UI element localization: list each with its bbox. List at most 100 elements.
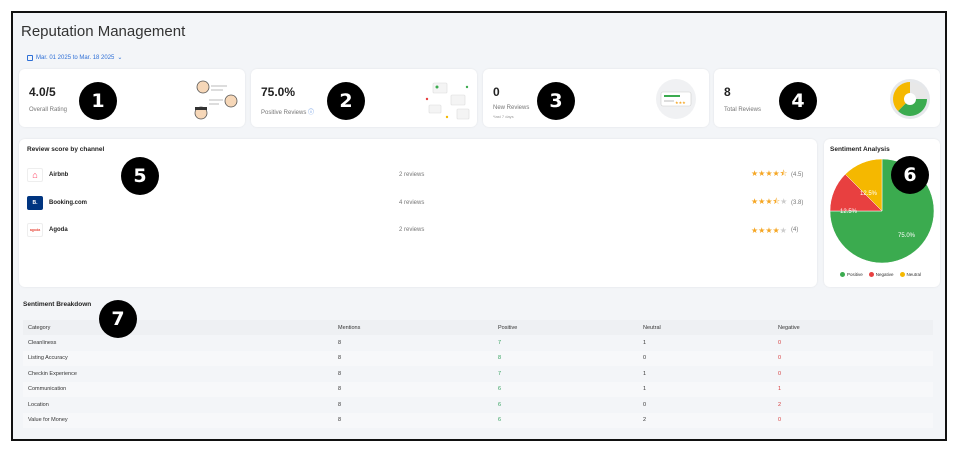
table-row: Checkin Experience 8 7 1 0 <box>23 366 933 382</box>
section-title: Review score by channel <box>27 146 105 153</box>
channel-name: Agoda <box>49 227 68 233</box>
cell-mentions: 8 <box>338 370 342 377</box>
cell-positive: 8 <box>493 350 638 366</box>
new-reviews-illustration-icon: ★★★ <box>656 79 696 119</box>
cell-mentions: 8 <box>333 381 493 397</box>
cell-category: Listing Accuracy <box>23 350 333 366</box>
agoda-logo-icon: agoda <box>27 223 43 237</box>
kpi-label: Total Reviews <box>724 107 762 113</box>
channel-row-booking[interactable]: B. Booking.com 4 reviews ★★★⯪★ (3.8) <box>27 195 807 211</box>
section-title: Sentiment Breakdown <box>23 301 92 308</box>
cell-positive: 6 <box>493 381 638 397</box>
cell-neutral: 1 <box>643 370 647 377</box>
pie-label-positive: 75.0% <box>898 233 916 239</box>
channel-review-count: 4 reviews <box>399 200 425 206</box>
calendar-icon <box>27 54 33 61</box>
channel-name: Airbnb <box>49 172 69 178</box>
booking-logo-icon: B. <box>27 196 43 210</box>
cell-negative: 0 <box>773 350 933 366</box>
cell-neutral: 2 <box>638 412 773 428</box>
star-rating: ★★★★★ <box>751 225 787 235</box>
pie-slice-neutral <box>844 158 883 212</box>
legend-item-positive[interactable]: Positive <box>840 272 863 278</box>
dashboard-frame: Reputation Management Mar. 01 2025 to Ma… <box>11 11 947 441</box>
positive-reviews-illustration-icon <box>425 82 470 120</box>
cell-mentions: 8 <box>338 401 342 408</box>
channel-rating: (4) <box>791 227 799 233</box>
kpi-value: 8 <box>724 85 731 99</box>
channel-row-airbnb[interactable]: ⌂ Airbnb 2 reviews ★★★★⯪ (4.5) <box>27 167 807 183</box>
cell-negative: 0 <box>778 339 782 346</box>
info-icon[interactable]: ⓘ <box>308 110 315 116</box>
channel-rating: (3.8) <box>791 200 804 206</box>
cell-category: Checkin Experience <box>28 370 77 377</box>
cell-negative: 2 <box>778 401 782 408</box>
column-header: Mentions <box>333 320 493 335</box>
cell-neutral: 1 <box>643 339 647 346</box>
channel-name: Booking.com <box>49 200 88 206</box>
cell-category: Communication <box>23 381 333 397</box>
cell-positive: 6 <box>498 401 502 408</box>
cell-category: Cleanliness <box>28 339 57 346</box>
table-header-row: Category Mentions Positive Neutral Negat… <box>23 320 933 335</box>
reviewers-illustration-icon <box>194 80 238 120</box>
cell-positive: 7 <box>498 370 502 377</box>
kpi-value: 4.0/5 <box>29 85 56 99</box>
cell-neutral: 0 <box>638 350 773 366</box>
kpi-label: New Reviews <box>493 105 530 111</box>
pie-label-neutral: 12.5% <box>860 191 878 197</box>
star-rating: ★★★★⯪ <box>751 169 788 178</box>
cell-mentions: 8 <box>338 339 342 346</box>
sentiment-breakdown-table: Category Mentions Positive Neutral Negat… <box>23 320 933 428</box>
annotation-badge-7: 7 <box>99 300 137 338</box>
annotation-badge-2: 2 <box>327 82 365 120</box>
annotation-badge-6: 6 <box>891 156 929 194</box>
cell-category: Location <box>28 401 49 408</box>
chevron-down-icon: ⌄ <box>117 55 123 61</box>
annotation-badge-3: 3 <box>537 82 575 120</box>
cell-neutral: 1 <box>638 381 773 397</box>
cell-mentions: 8 <box>333 412 493 428</box>
cell-neutral: 0 <box>643 401 647 408</box>
cell-mentions: 8 <box>333 350 493 366</box>
legend-item-negative[interactable]: Negative <box>868 272 894 278</box>
cell-negative: 1 <box>773 381 933 397</box>
kpi-label-text: Positive Reviews <box>261 110 307 116</box>
kpi-card-total-reviews: 8 Total Reviews <box>714 69 940 127</box>
kpi-value: 0 <box>493 85 500 99</box>
channel-review-count: 2 reviews <box>399 172 425 178</box>
total-reviews-pie-icon <box>890 79 930 119</box>
kpi-value: 75.0% <box>261 85 296 99</box>
cell-negative: 0 <box>778 370 782 377</box>
cell-negative: 0 <box>773 412 933 428</box>
section-title: Sentiment Analysis <box>830 146 890 153</box>
channel-rating: (4.5) <box>791 172 804 178</box>
svg-text:★★★: ★★★ <box>675 100 686 105</box>
annotation-badge-5: 5 <box>121 157 159 195</box>
annotation-badge-4: 4 <box>779 82 817 120</box>
channel-review-count: 2 reviews <box>399 227 425 233</box>
kpi-card-new-reviews: 0 New Reviews *last 7 days ★★★ <box>483 69 709 127</box>
column-header: Positive <box>493 320 638 335</box>
pie-legend: Positive Negative Neutral <box>840 272 921 278</box>
date-range-label: Mar. 01 2025 to Mar. 18 2025 <box>36 54 115 61</box>
kpi-card-overall-rating: 4.0/5 Overall Rating <box>19 69 245 127</box>
airbnb-logo-icon: ⌂ <box>27 168 43 182</box>
table-row: Communication 8 6 1 1 <box>23 381 933 397</box>
cell-category: Value for Money <box>23 412 333 428</box>
table-row: Location 8 6 0 2 <box>23 397 933 413</box>
channel-row-agoda[interactable]: agoda Agoda 2 reviews ★★★★★ (4) <box>27 222 807 238</box>
kpi-label: Overall Rating <box>29 107 68 113</box>
table-row: Value for Money 8 6 2 0 <box>23 412 933 428</box>
pie-label-negative: 12.5% <box>840 209 858 215</box>
page-title: Reputation Management <box>21 23 186 40</box>
star-rating: ★★★⯪★ <box>751 197 788 206</box>
column-header: Negative <box>773 320 933 335</box>
annotation-badge-1: 1 <box>79 82 117 120</box>
legend-item-neutral[interactable]: Neutral <box>899 272 921 278</box>
kpi-sublabel: *last 7 days <box>493 114 514 119</box>
date-range-picker[interactable]: Mar. 01 2025 to Mar. 18 2025 ⌄ <box>27 54 122 61</box>
column-header: Category <box>23 320 333 335</box>
cell-positive: 6 <box>493 412 638 428</box>
kpi-label: Positive Reviews ⓘ <box>261 107 314 116</box>
